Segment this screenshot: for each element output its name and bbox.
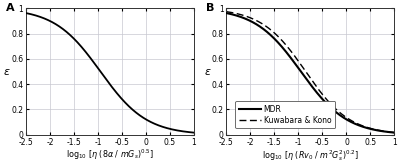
Y-axis label: $\varepsilon$: $\varepsilon$: [204, 67, 211, 77]
MDR: [301, 74, 306, 76]
MDR: [233, 14, 238, 16]
Kuwabara & Kono: [387, 131, 392, 133]
Kuwabara & Kono: [392, 131, 397, 133]
Kuwabara & Kono: [224, 11, 229, 13]
X-axis label: log$_{10}$ [$\eta$ ($Rv_0$ / $m^2G_s^2$)$^{0.2}$]: log$_{10}$ [$\eta$ ($Rv_0$ / $m^2G_s^2$)…: [262, 148, 359, 163]
MDR: [356, 124, 361, 126]
Text: A: A: [6, 3, 14, 13]
Kuwabara & Kono: [356, 123, 361, 125]
MDR: [392, 132, 397, 134]
Y-axis label: $\varepsilon$: $\varepsilon$: [3, 67, 11, 77]
MDR: [306, 81, 310, 83]
MDR: [387, 131, 392, 133]
Text: B: B: [206, 3, 215, 13]
Line: Kuwabara & Kono: Kuwabara & Kono: [226, 12, 394, 132]
Kuwabara & Kono: [306, 74, 310, 76]
X-axis label: log$_{10}$ [$\eta$ ($8\alpha$ / $mG_s$)$^{0.5}$]: log$_{10}$ [$\eta$ ($8\alpha$ / $mG_s$)$…: [66, 148, 154, 162]
Legend: MDR, Kuwabara & Kono: MDR, Kuwabara & Kono: [235, 101, 335, 128]
MDR: [387, 131, 392, 133]
Line: MDR: MDR: [226, 13, 394, 133]
Kuwabara & Kono: [387, 131, 392, 133]
MDR: [224, 12, 229, 14]
Kuwabara & Kono: [301, 68, 306, 70]
Kuwabara & Kono: [233, 12, 238, 14]
